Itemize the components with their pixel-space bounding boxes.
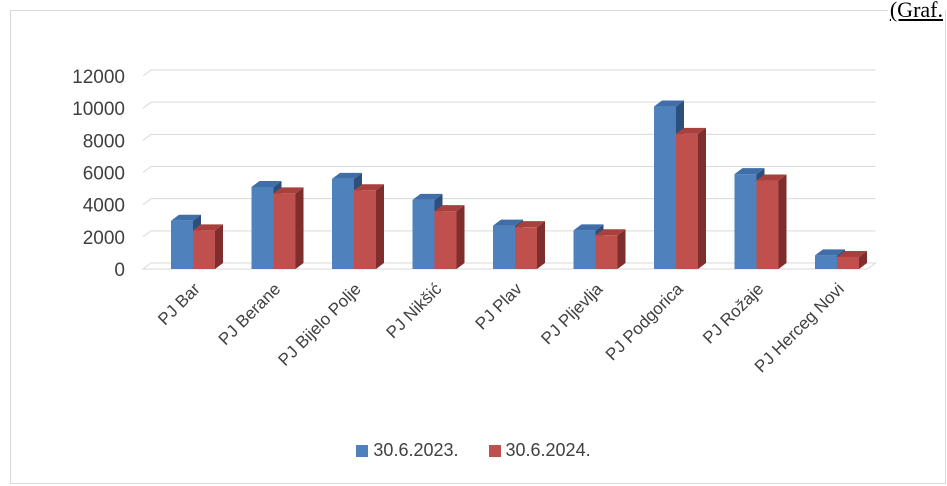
- bar-2-7: [676, 127, 706, 270]
- bar-front: [193, 230, 215, 269]
- bar-top: [273, 187, 304, 194]
- bar-top: [573, 224, 604, 231]
- bar-side: [215, 224, 223, 269]
- x-tick-label: PJ Plav: [472, 279, 527, 334]
- bar-front: [595, 235, 618, 269]
- bar-front: [676, 133, 698, 269]
- bar-side: [376, 184, 384, 269]
- bar-front: [354, 190, 376, 269]
- bar-side: [295, 187, 304, 269]
- bar-top: [354, 184, 384, 191]
- bar-top: [595, 229, 626, 236]
- y-tick-label: 12000: [72, 67, 125, 88]
- bar-front: [493, 225, 515, 269]
- gridline: [142, 230, 876, 238]
- y-tick-label: 2000: [83, 228, 125, 249]
- x-tick-label: PJ Rožaje: [699, 279, 767, 347]
- bar-side: [778, 174, 787, 269]
- bar-front: [332, 178, 354, 269]
- bar-top: [171, 214, 201, 221]
- legend-label-series-1: 30.6.2023.: [373, 440, 459, 460]
- legend-label-series-2: 30.6.2024.: [505, 440, 591, 460]
- bar-2-1: [193, 224, 223, 269]
- bar-side: [617, 229, 626, 269]
- bar-side: [859, 250, 867, 269]
- bar-front: [412, 199, 435, 269]
- legend-item-series-1: 30.6.2023.: [356, 440, 459, 461]
- chart-frame: (Graf.: [10, 0, 946, 484]
- y-tick-label: 4000: [83, 196, 125, 217]
- bar-top: [412, 193, 443, 200]
- bar-top: [493, 219, 523, 226]
- gridline: [142, 166, 876, 173]
- bar-2-6: [595, 229, 626, 269]
- bar-front: [434, 211, 457, 269]
- bar-top: [837, 250, 867, 257]
- legend-item-series-2: 30.6.2024.: [488, 440, 591, 461]
- bar-top: [193, 224, 223, 231]
- bar-side: [537, 221, 545, 269]
- bar-top: [654, 100, 684, 107]
- x-tick-label: PJ Nikšić: [382, 279, 445, 342]
- bar-2-2: [273, 187, 304, 269]
- bar-top: [332, 172, 362, 179]
- bar-front: [573, 230, 596, 269]
- bar-front: [654, 106, 676, 269]
- chart-legend: 30.6.2023. 30.6.2024.: [0, 440, 947, 461]
- bar-front: [756, 180, 779, 269]
- x-tick-label: PJ Bar: [154, 279, 204, 329]
- bar-top: [251, 180, 282, 187]
- bar-2-9: [837, 250, 867, 269]
- chart-floor: [141, 262, 877, 270]
- bar-2-8: [756, 174, 787, 269]
- bar-front: [837, 256, 859, 269]
- y-tick-label: 0: [114, 260, 125, 281]
- x-tick-label: PJ Berane: [215, 279, 285, 349]
- bar-top: [756, 174, 787, 181]
- bar-top: [676, 127, 706, 134]
- bar-front: [171, 220, 193, 269]
- bar-top: [434, 205, 465, 212]
- bar-front: [273, 193, 296, 269]
- bar-top: [515, 221, 545, 228]
- bar-top: [815, 249, 845, 256]
- bar-front: [251, 186, 274, 269]
- gridline: [142, 101, 876, 109]
- y-tick-label: 8000: [83, 131, 125, 152]
- bar-top: [734, 168, 765, 175]
- y-tick-label: 6000: [83, 164, 125, 185]
- bar-side: [698, 127, 706, 270]
- y-tick-label: 10000: [72, 99, 125, 120]
- bar-2-5: [515, 221, 545, 269]
- bar-front: [815, 255, 837, 269]
- legend-swatch-series-1: [356, 444, 369, 457]
- bar-2-4: [434, 205, 465, 269]
- gridline: [142, 198, 876, 206]
- bar-2-3: [354, 184, 384, 269]
- x-tick-label: PJ Pljevlja: [537, 279, 606, 348]
- x-tick-label: PJ Bijelo Polje: [275, 279, 365, 369]
- figure-caption: (Graf.: [887, 0, 945, 23]
- bar-side: [456, 205, 465, 269]
- legend-swatch-series-2: [488, 444, 501, 457]
- bar-front: [515, 227, 537, 269]
- gridline: [142, 133, 876, 141]
- x-tick-label: PJ Podgorica: [602, 279, 687, 364]
- bar-front: [734, 174, 757, 269]
- gridline: [142, 69, 876, 77]
